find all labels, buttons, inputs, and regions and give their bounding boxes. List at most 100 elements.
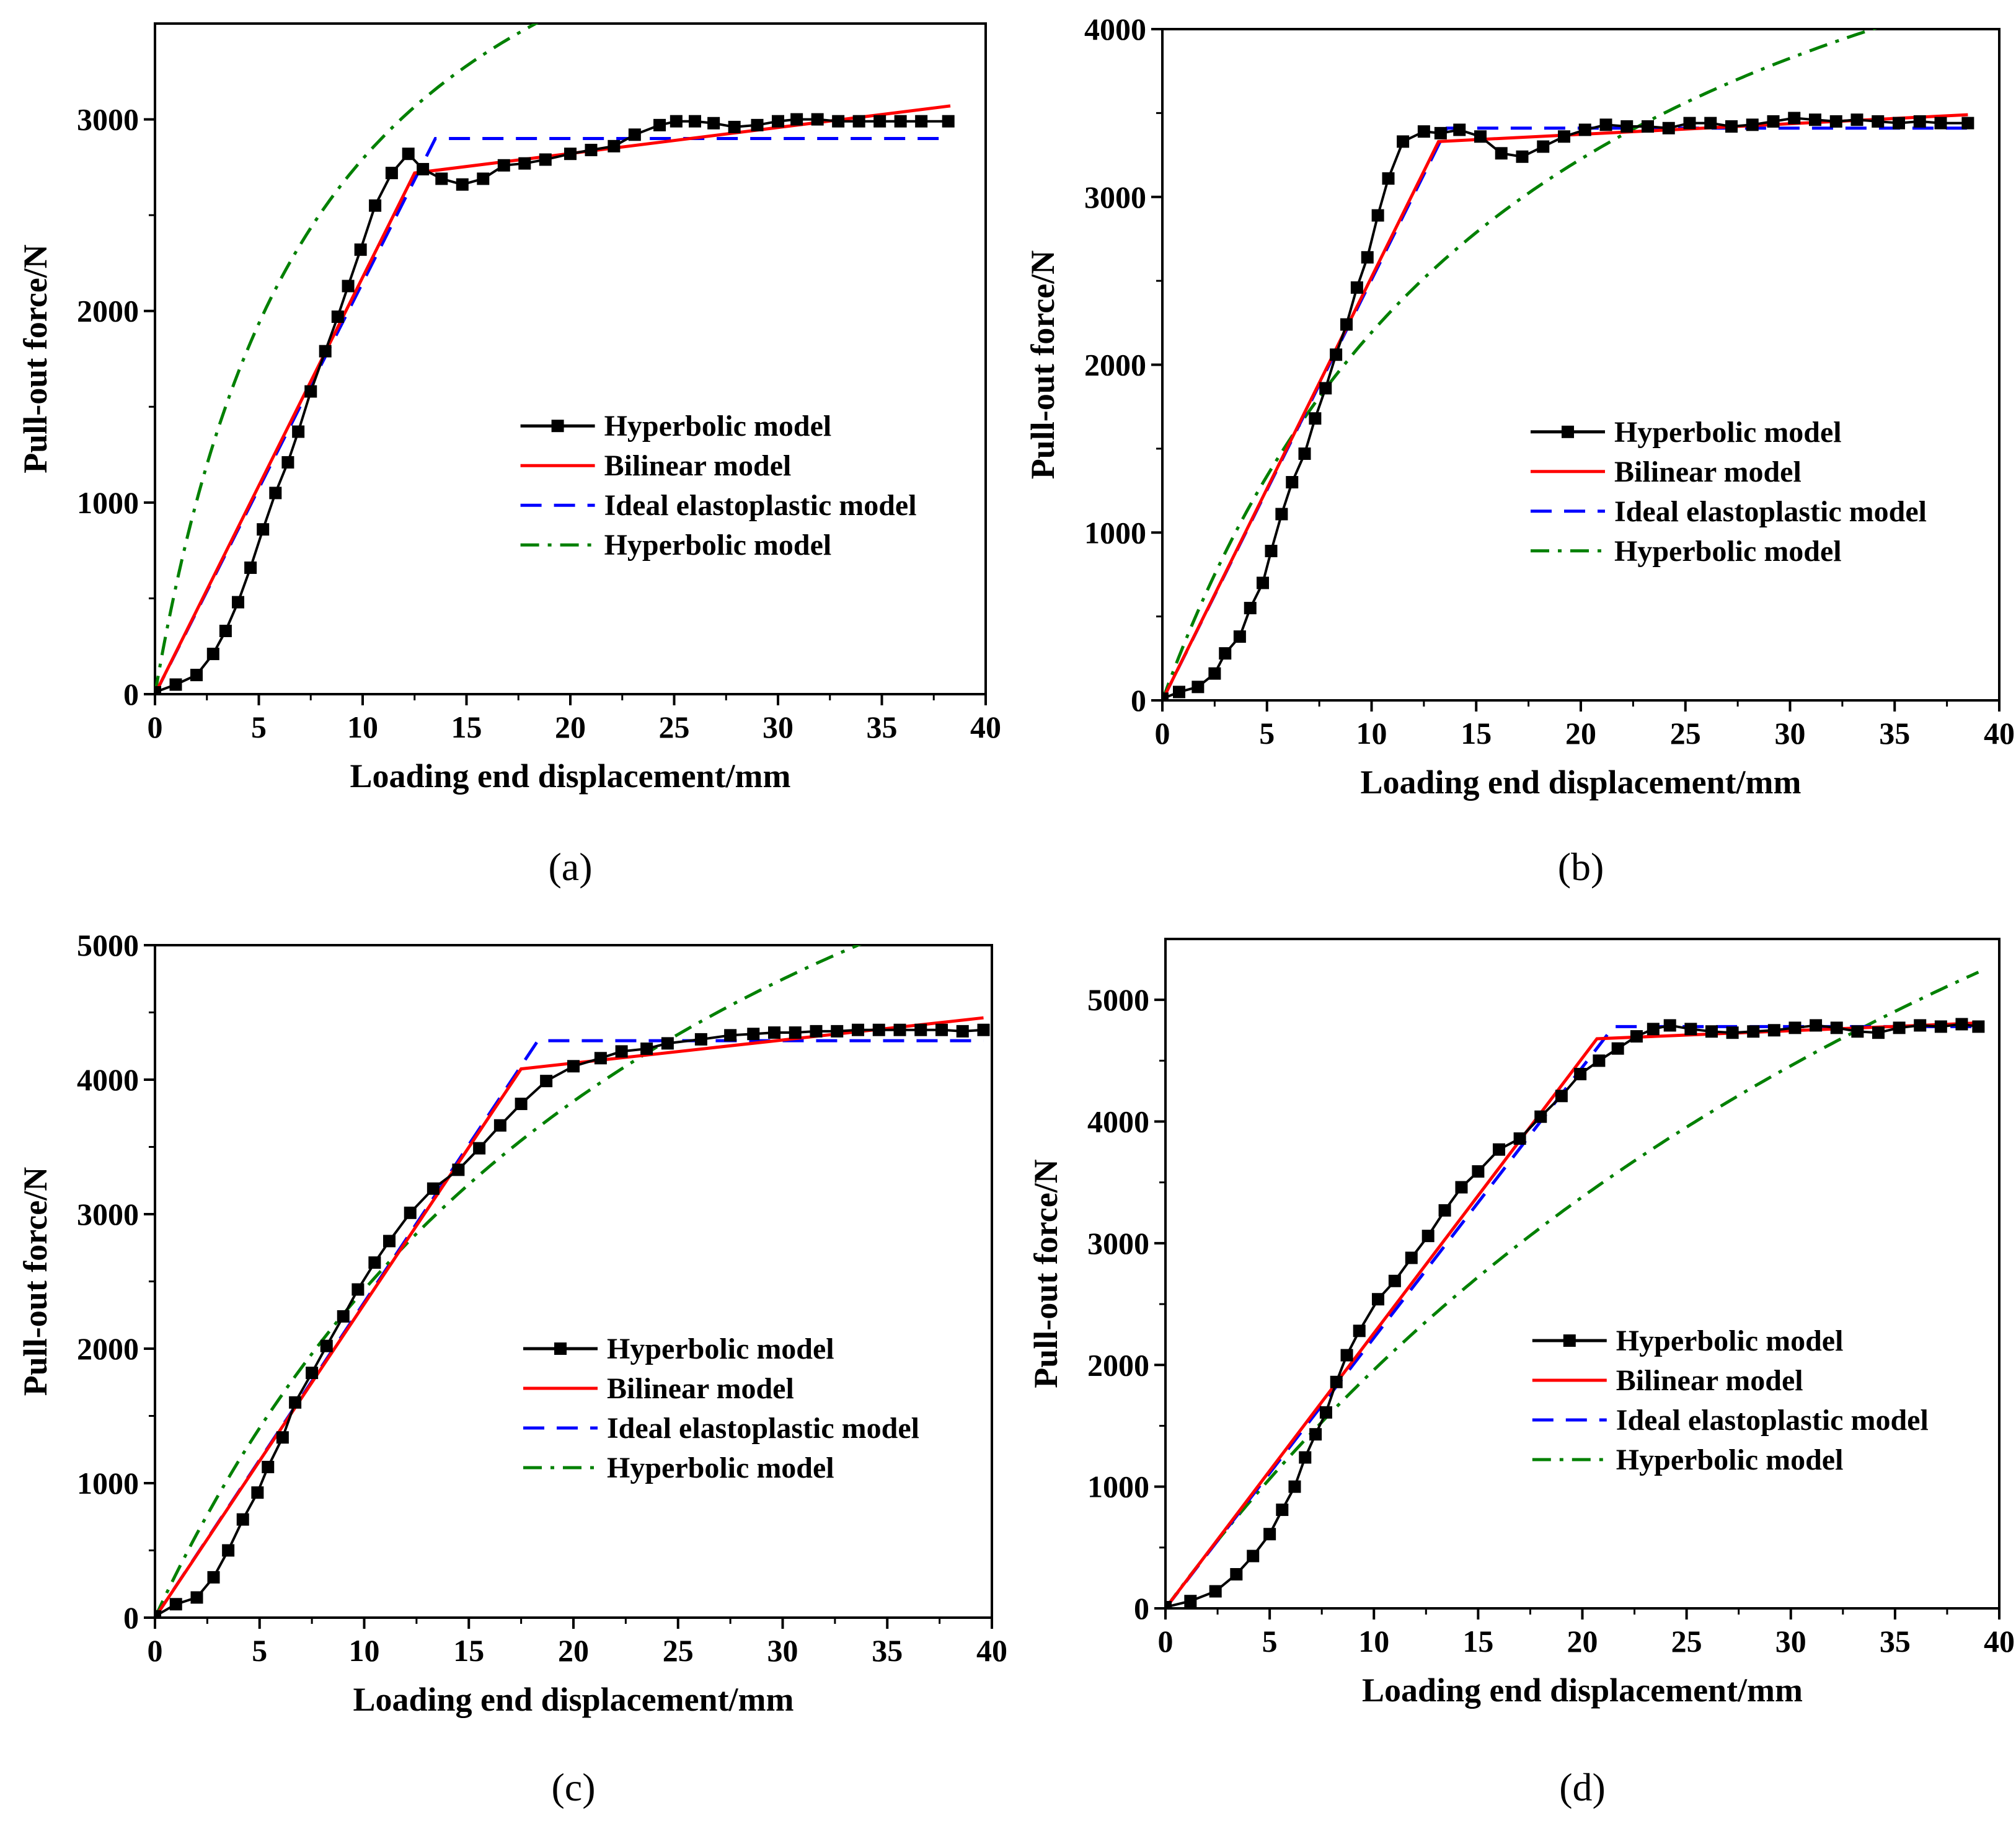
x-tick-label: 40 — [1984, 716, 2015, 751]
data-point-marker — [1934, 1020, 1947, 1033]
legend-label: Hyperbolic model — [604, 529, 832, 562]
legend-label: Hyperbolic model — [1614, 535, 1842, 568]
x-tick-label: 30 — [1775, 716, 1806, 751]
data-point-marker — [236, 1513, 249, 1526]
data-point-marker — [1704, 117, 1717, 130]
data-point-marker — [873, 115, 886, 128]
x-tick-label: 15 — [1461, 716, 1492, 751]
data-point-marker — [751, 118, 764, 131]
data-point-marker — [383, 1235, 396, 1248]
data-point-marker — [1913, 115, 1926, 128]
data-point-marker — [473, 1142, 486, 1155]
x-tick-label: 5 — [1259, 716, 1275, 751]
data-point-marker — [1893, 1021, 1906, 1034]
data-point-marker — [262, 1460, 275, 1473]
data-point-marker — [1371, 1293, 1384, 1306]
legend-marker — [1563, 1334, 1576, 1347]
data-point-marker — [155, 1610, 161, 1618]
x-tick-label: 40 — [976, 1633, 1007, 1668]
y-tick-label: 4000 — [1087, 1104, 1149, 1139]
data-point-marker — [337, 1310, 350, 1323]
data-point-marker — [772, 115, 784, 128]
chart-panel-d: 0 5 10 15 20 25 30 35 40 0 1000 2000 3000 4000 5000 Loa… — [1027, 938, 2015, 1809]
data-point-marker — [789, 1026, 802, 1039]
series-line-solid — [1162, 113, 1968, 700]
data-point-marker — [1330, 348, 1343, 361]
data-point-marker — [832, 115, 845, 128]
data-point-marker — [257, 523, 270, 536]
data-point-marker — [1683, 117, 1696, 130]
x-tick-label: 5 — [1262, 1624, 1278, 1659]
y-tick-label: 0 — [123, 677, 139, 712]
data-point-marker — [354, 243, 367, 256]
data-point-marker — [342, 280, 355, 293]
data-point-marker — [1244, 602, 1257, 615]
data-point-marker — [1474, 130, 1487, 143]
x-axis-title: Loading end displacement/mm — [350, 757, 790, 795]
data-point-marker — [1747, 1025, 1760, 1038]
data-point-marker — [1574, 1067, 1587, 1080]
data-point-marker — [404, 1206, 417, 1219]
y-tick-label: 1000 — [1084, 515, 1146, 550]
x-tick-label: 40 — [970, 710, 1001, 744]
data-point-marker — [1534, 1110, 1547, 1123]
chart-panel-a: 0 5 10 15 20 25 30 35 40 0 1000 2000 3000 Loading end… — [17, 22, 1001, 889]
y-tick-label: 5000 — [77, 928, 139, 963]
y-tick-label: 2000 — [1087, 1347, 1149, 1382]
data-point-marker — [1788, 112, 1801, 125]
legend-label: Hyperbolic model — [607, 1452, 834, 1484]
x-tick-label: 10 — [347, 710, 378, 744]
data-point-marker — [1455, 1181, 1468, 1194]
data-point-marker — [222, 1544, 235, 1557]
x-tick-label: 15 — [1462, 1624, 1493, 1659]
data-point-marker — [1434, 126, 1447, 139]
data-point-marker — [1555, 1090, 1568, 1103]
data-point-marker — [1330, 1375, 1343, 1388]
legend-label: Ideal elastoplastic model — [604, 489, 917, 522]
data-point-marker — [306, 1367, 319, 1380]
data-point-marker — [1767, 115, 1780, 128]
data-point-marker — [1516, 150, 1529, 163]
legend-label: Bilinear model — [607, 1372, 794, 1405]
data-point-marker — [1275, 508, 1288, 521]
data-point-marker — [1647, 1023, 1660, 1036]
y-tick-label: 1000 — [77, 485, 139, 520]
data-point-marker — [1247, 1549, 1260, 1562]
panel-label: (c) — [551, 1765, 595, 1809]
data-point-marker — [1209, 1585, 1222, 1598]
y-tick-label: 4000 — [77, 1062, 139, 1097]
x-tick-label: 10 — [1358, 1624, 1389, 1659]
series-line-solid — [1165, 1021, 1979, 1608]
data-point-marker — [1578, 123, 1591, 136]
data-point-marker — [269, 487, 282, 500]
data-point-marker — [402, 148, 415, 161]
legend-label: Ideal elastoplastic model — [1614, 495, 1927, 528]
legend-marker — [1562, 425, 1574, 438]
data-point-marker — [935, 1023, 948, 1036]
data-point-marker — [456, 178, 469, 191]
legend-marker — [554, 1342, 567, 1355]
data-point-marker — [1233, 630, 1246, 643]
data-point-marker — [1495, 147, 1508, 160]
data-point-marker — [539, 153, 552, 166]
legend-label: Hyperbolic model — [1616, 1324, 1844, 1357]
panel-label: (d) — [1559, 1765, 1606, 1809]
x-tick-label: 15 — [453, 1633, 484, 1668]
data-point-marker — [670, 115, 683, 128]
x-tick-label: 20 — [1567, 1624, 1598, 1659]
y-tick-label: 0 — [123, 1600, 139, 1635]
data-point-marker — [894, 115, 907, 128]
data-point-marker — [1382, 172, 1395, 185]
data-point-marker — [319, 345, 332, 358]
data-point-marker — [1829, 115, 1842, 128]
data-point-marker — [251, 1486, 264, 1499]
x-tick-label: 15 — [451, 710, 482, 744]
data-point-marker — [1810, 1019, 1823, 1032]
legend-label: Hyperbolic model — [1616, 1443, 1844, 1476]
data-point-marker — [281, 456, 294, 469]
series-line-dash-dot — [155, 24, 539, 694]
data-point-marker — [1788, 1021, 1802, 1034]
y-tick-label: 3000 — [77, 102, 139, 137]
data-point-marker — [707, 117, 720, 130]
